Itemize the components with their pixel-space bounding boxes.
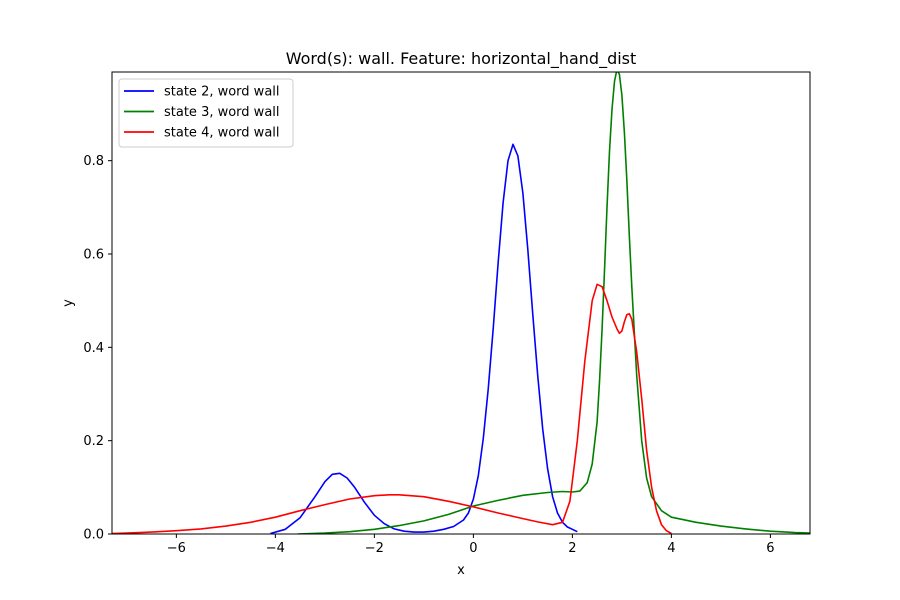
plot-frame [111,71,811,535]
legend-label: state 4, word wall [164,126,280,141]
y-tick-label: 0.6 [83,248,104,263]
series-layer [112,72,810,534]
series-line-state-4 [112,283,672,534]
x-tick-label: 2 [568,541,576,556]
x-tick-label: 4 [667,541,675,556]
x-tick-label: 0 [469,541,477,556]
y-tick-label: 0.8 [83,154,104,169]
x-tick-label: 6 [766,541,774,556]
legend-label: state 2, word wall [164,85,280,100]
y-tick-label: 0.4 [83,341,104,356]
x-tick-label: −4 [266,541,285,556]
y-axis: 0.0 0.2 0.4 0.6 0.8 [83,154,112,543]
series-line-state-3 [297,72,810,534]
x-axis: −6 −4 −2 0 2 4 6 [167,534,775,556]
series-line-state-2 [270,143,578,534]
y-tick-label: 0.0 [83,528,104,543]
y-axis-label: y [61,299,76,307]
legend: state 2, word wall state 3, word wall stat… [118,78,294,148]
chart-title: Word(s): wall. Feature: horizontal_hand_… [286,49,637,69]
x-axis-label: x [457,563,465,578]
x-tick-label: −2 [365,541,384,556]
legend-box [118,78,294,148]
plot-area: −6 −4 −2 0 2 4 6 0.0 0.2 0.4 0.6 0.8 [83,71,811,556]
legend-label: state 3, word wall [164,105,280,120]
x-tick-label: −6 [167,541,186,556]
y-tick-label: 0.2 [83,434,104,449]
